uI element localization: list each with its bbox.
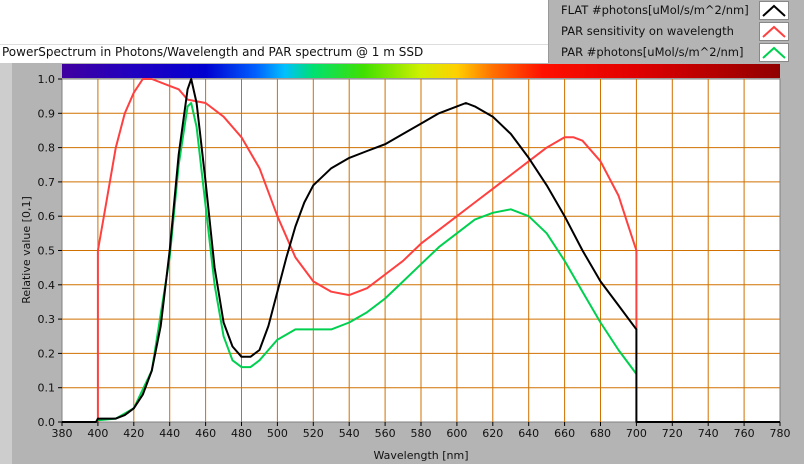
x-tick-label: 400 <box>87 427 108 440</box>
x-tick-label: 640 <box>518 427 539 440</box>
x-tick-label: 700 <box>626 427 647 440</box>
spectrum-color-bar <box>62 64 780 78</box>
x-tick-label: 740 <box>698 427 719 440</box>
legend: FLAT #photons[uMol/s/m^2/nm] PAR sensiti… <box>548 0 804 63</box>
legend-swatch-par-sensitivity[interactable] <box>759 22 789 41</box>
series-line-1 <box>96 78 638 422</box>
legend-swatch-par-photons[interactable] <box>759 43 789 62</box>
y-tick-label: 1.0 <box>38 73 56 86</box>
x-tick-label: 540 <box>339 427 360 440</box>
y-tick-label: 0.5 <box>38 245 56 258</box>
x-tick-label: 380 <box>52 427 73 440</box>
x-tick-label: 520 <box>303 427 324 440</box>
y-tick-label: 0.7 <box>38 176 56 189</box>
y-tick-label: 0.4 <box>38 279 56 292</box>
x-axis-label: Wavelength [nm] <box>373 449 468 462</box>
legend-label: PAR sensitivity on wavelength <box>561 24 734 38</box>
x-tick-label: 720 <box>662 427 683 440</box>
legend-item-par-sensitivity[interactable]: PAR sensitivity on wavelength <box>549 21 804 42</box>
y-tick-label: 0.0 <box>38 416 56 429</box>
x-tick-label: 420 <box>123 427 144 440</box>
y-tick-label: 0.3 <box>38 313 56 326</box>
x-tick-label: 580 <box>411 427 432 440</box>
x-tick-label: 460 <box>195 427 216 440</box>
y-tick-label: 0.1 <box>38 382 56 395</box>
x-tick-label: 760 <box>734 427 755 440</box>
x-tick-label: 440 <box>159 427 180 440</box>
x-tick-label: 660 <box>554 427 575 440</box>
legend-item-par-photons[interactable]: PAR #photons[uMol/s/m^2/nm] <box>549 42 804 63</box>
left-panel-edge <box>0 0 12 464</box>
legend-swatch-flat[interactable] <box>759 1 789 20</box>
legend-label: FLAT #photons[uMol/s/m^2/nm] <box>561 3 749 17</box>
y-tick-label: 0.2 <box>38 347 56 360</box>
legend-item-flat[interactable]: FLAT #photons[uMol/s/m^2/nm] <box>549 0 804 21</box>
x-tick-label: 500 <box>267 427 288 440</box>
x-tick-label: 680 <box>590 427 611 440</box>
series-line-2 <box>97 102 638 422</box>
series-line-0 <box>62 78 780 423</box>
x-tick-label: 560 <box>375 427 396 440</box>
y-tick-label: 0.9 <box>38 107 56 120</box>
title-bar: PowerSpectrum in Photons/Wavelength and … <box>0 44 548 63</box>
x-tick-label: 600 <box>446 427 467 440</box>
x-tick-label: 780 <box>770 427 791 440</box>
y-tick-label: 0.6 <box>38 210 56 223</box>
chart-title: PowerSpectrum in Photons/Wavelength and … <box>2 45 424 59</box>
x-tick-label: 480 <box>231 427 252 440</box>
y-tick-label: 0.8 <box>38 142 56 155</box>
legend-label: PAR #photons[uMol/s/m^2/nm] <box>561 45 744 59</box>
y-axis-label: Relative value [0,1] <box>20 196 33 303</box>
x-tick-label: 620 <box>482 427 503 440</box>
